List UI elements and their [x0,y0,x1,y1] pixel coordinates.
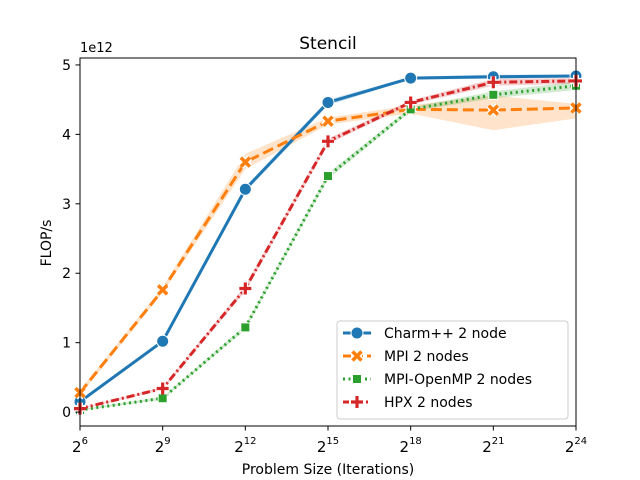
data-point-mpi-openmp-2-nodes [157,393,168,404]
legend-marker-mpi-openmp-2-nodes [352,374,362,384]
y-axis-label: FLOP/s [39,220,55,267]
y-tick-label: 4 [62,127,71,143]
x-tick-label: 215 [317,436,339,456]
legend-box [336,320,569,420]
data-point-mpi-2-nodes [321,114,335,128]
y-tick-label: 1 [62,336,71,352]
y-tick-label: 0 [62,405,71,421]
data-point-hpx-2-nodes [322,135,334,148]
x-tick-label: 212 [234,436,256,456]
y-tick-label: 3 [62,197,71,213]
y-tick-label: 2 [62,266,71,282]
x-tick-label: 224 [565,436,587,456]
legend: Charm++ 2 node MPI 2 nodes MPI-OpenMP 2 no… [336,320,569,420]
legend-marker-hpx-2-nodes [351,396,363,408]
data-point-mpi-openmp-2-nodes [323,171,333,182]
data-point-mpi-openmp-2-nodes [240,322,251,333]
x-tick-label: 218 [400,436,422,456]
legend-label-mpi-2-nodes: MPI 2 nodes [384,349,469,365]
data-point-mpi-2-nodes [155,283,170,297]
data-point-charm-2-node [238,182,252,196]
data-point-mpi-2-nodes [238,155,253,169]
data-point-charm-2-node [321,95,335,109]
legend-marker-mpi-2-nodes [350,349,364,363]
chart-title: Stencil [299,34,356,54]
x-tick-label: 221 [482,436,504,456]
data-point-hpx-2-nodes [156,382,169,395]
data-point-mpi-2-nodes [486,103,501,117]
legend-label-charm-2-node: Charm++ 2 node [384,326,507,342]
data-point-charm-2-node [156,334,170,348]
y-tick-label: 5 [62,58,71,74]
legend-marker-charm-2-node [350,326,364,340]
x-axis-label: Problem Size (Iterations) [242,462,414,478]
x-tick-label: 29 [155,436,171,456]
legend-label-hpx-2-nodes: HPX 2 nodes [384,395,473,411]
data-point-hpx-2-nodes [487,76,500,89]
axis-ticks: 26 29 212 215 218 221 224 0 1 2 3 4 5 [62,58,587,456]
legend-label-mpi-openmp-2-nodes: MPI-OpenMP 2 nodes [384,372,532,388]
y-offset-text: 1e12 [80,41,113,56]
x-tick-label: 26 [72,436,88,456]
data-point-hpx-2-nodes [404,96,417,109]
plot-area [73,69,583,416]
data-point-hpx-2-nodes [239,282,252,295]
data-point-charm-2-node [404,71,418,85]
data-point-mpi-openmp-2-nodes [488,89,499,100]
